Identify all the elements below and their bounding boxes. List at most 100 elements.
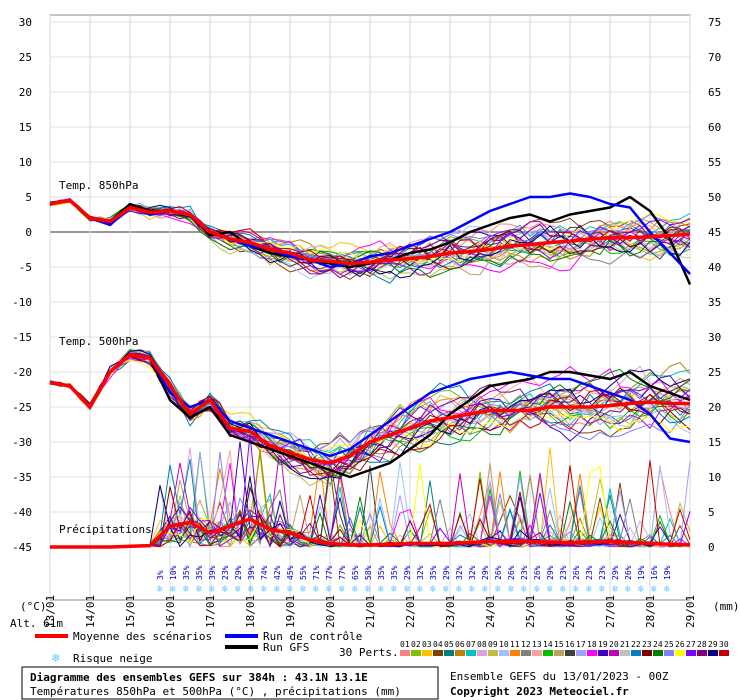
member-number: 05	[444, 640, 454, 649]
label-precip: Précipitations	[59, 523, 152, 536]
snowflake-icon: ❄	[261, 584, 268, 595]
tick-right: 55	[708, 156, 721, 169]
snow-percent: 19%	[637, 565, 646, 580]
member-legend: 01 02 03 04 05 06 07 08 09 10 11 12 13 14 15 16 17 18 19 20…	[400, 640, 729, 656]
member-number: 26	[675, 640, 685, 649]
snow-percent: 23%	[598, 565, 607, 580]
snowflake-icon: ❄	[235, 584, 242, 595]
snowflake-icon: ❄	[157, 584, 164, 595]
snow-percent: 71%	[312, 565, 321, 580]
snow-percent: 65%	[351, 565, 360, 580]
snowflake-icon: ❄	[365, 584, 372, 595]
tick-date: 14/01	[84, 595, 97, 628]
member-swatch	[697, 650, 707, 656]
member-swatch	[620, 650, 630, 656]
snowflake-icon: ❄	[469, 584, 476, 595]
ylabel-right: (mm)	[713, 600, 740, 613]
snow-percent: 26%	[507, 565, 516, 580]
member-number: 01	[400, 640, 410, 649]
snow-percent: 74%	[260, 565, 269, 580]
altitude-label: Alt. 61m	[10, 617, 63, 630]
member-swatch	[532, 650, 542, 656]
tick-left: 5	[25, 191, 32, 204]
snow-percent: 26%	[533, 565, 542, 580]
member-swatch	[675, 650, 685, 656]
tick-right: 5	[708, 506, 715, 519]
member-number: 13	[532, 640, 542, 649]
member-swatch	[708, 650, 718, 656]
snowflake-icon: ❄	[248, 584, 255, 595]
snowflake-icon: ❄	[482, 584, 489, 595]
snow-percent: 3%	[156, 570, 165, 580]
member-number: 16	[565, 640, 575, 649]
snowflake-icon: ❄	[222, 584, 229, 595]
tick-left: 25	[19, 51, 32, 64]
snow-percent: 29%	[442, 565, 451, 580]
snowflake-icon: ❄	[378, 584, 385, 595]
snowflake-icon: ❄	[651, 584, 658, 595]
snow-percent: 55%	[299, 565, 308, 580]
member-swatch	[642, 650, 652, 656]
snow-percent: 77%	[338, 565, 347, 580]
snow-percent: 29%	[546, 565, 555, 580]
member-number: 11	[510, 640, 520, 649]
member-number: 29	[708, 640, 718, 649]
snow-percent: 45%	[286, 565, 295, 580]
snowflake-icon: ❄	[430, 584, 437, 595]
snow-percent: 26%	[494, 565, 503, 580]
snowflake-icon: ❄	[547, 584, 554, 595]
member-swatch	[411, 650, 421, 656]
snowflake-icon: ❄	[573, 584, 580, 595]
tick-left: 15	[19, 121, 32, 134]
tick-left: 30	[19, 16, 32, 29]
member-line	[49, 350, 691, 468]
snowflake-icon: ❄	[287, 584, 294, 595]
member-number: 24	[653, 640, 663, 649]
snowflake-icon: ❄	[599, 584, 606, 595]
snow-percent: 32%	[455, 565, 464, 580]
mean-precip-line	[50, 517, 691, 549]
tick-right: 10	[708, 471, 721, 484]
snowflake-icon: ❄	[534, 584, 541, 595]
member-swatch	[521, 650, 531, 656]
tick-right: 70	[708, 51, 721, 64]
legend-gfs-label: Run GFS	[263, 641, 309, 654]
tick-date: 17/01	[204, 595, 217, 628]
tick-right: 15	[708, 436, 721, 449]
tick-date: 22/01	[404, 595, 417, 628]
member-number: 21	[620, 640, 630, 649]
legend: Moyenne des scénarios Run de contrôle Ru…	[35, 630, 729, 666]
snowflake-icon: ❄	[339, 584, 346, 595]
snow-percent: 19%	[663, 565, 672, 580]
snowflake-icon: ❄	[560, 584, 567, 595]
snowflake-icon: ❄	[495, 584, 502, 595]
snowflake-icon: ❄	[586, 584, 593, 595]
ylabel-left: (°C)	[20, 600, 47, 613]
member-number: 19	[598, 640, 608, 649]
legend-perts-label: 30 Perts.	[339, 646, 399, 659]
tick-date: 19/01	[284, 595, 297, 628]
member-swatch	[653, 650, 663, 656]
tick-right: 75	[708, 16, 721, 29]
member-line	[49, 200, 691, 279]
member-number: 12	[521, 640, 531, 649]
member-swatch	[433, 650, 443, 656]
snowflake-icon: ❄	[625, 584, 632, 595]
snow-percent: 35%	[390, 565, 399, 580]
snowflake-icon: ❄	[664, 584, 671, 595]
tick-right: 40	[708, 261, 721, 274]
tick-left: -45	[12, 541, 32, 554]
snowflake-icon: ❄	[313, 584, 320, 595]
member-swatch	[664, 650, 674, 656]
snow-percent: 32%	[416, 565, 425, 580]
snow-percent: 77%	[325, 565, 334, 580]
snowflake-icon: ❄	[391, 584, 398, 595]
tick-right: 45	[708, 226, 721, 239]
snowflake-icon: ❄	[352, 584, 359, 595]
member-swatch	[466, 650, 476, 656]
tick-right: 50	[708, 191, 721, 204]
mean-t850-line	[49, 198, 691, 266]
tick-left: -40	[12, 506, 32, 519]
snowflake-icon: ❄	[300, 584, 307, 595]
